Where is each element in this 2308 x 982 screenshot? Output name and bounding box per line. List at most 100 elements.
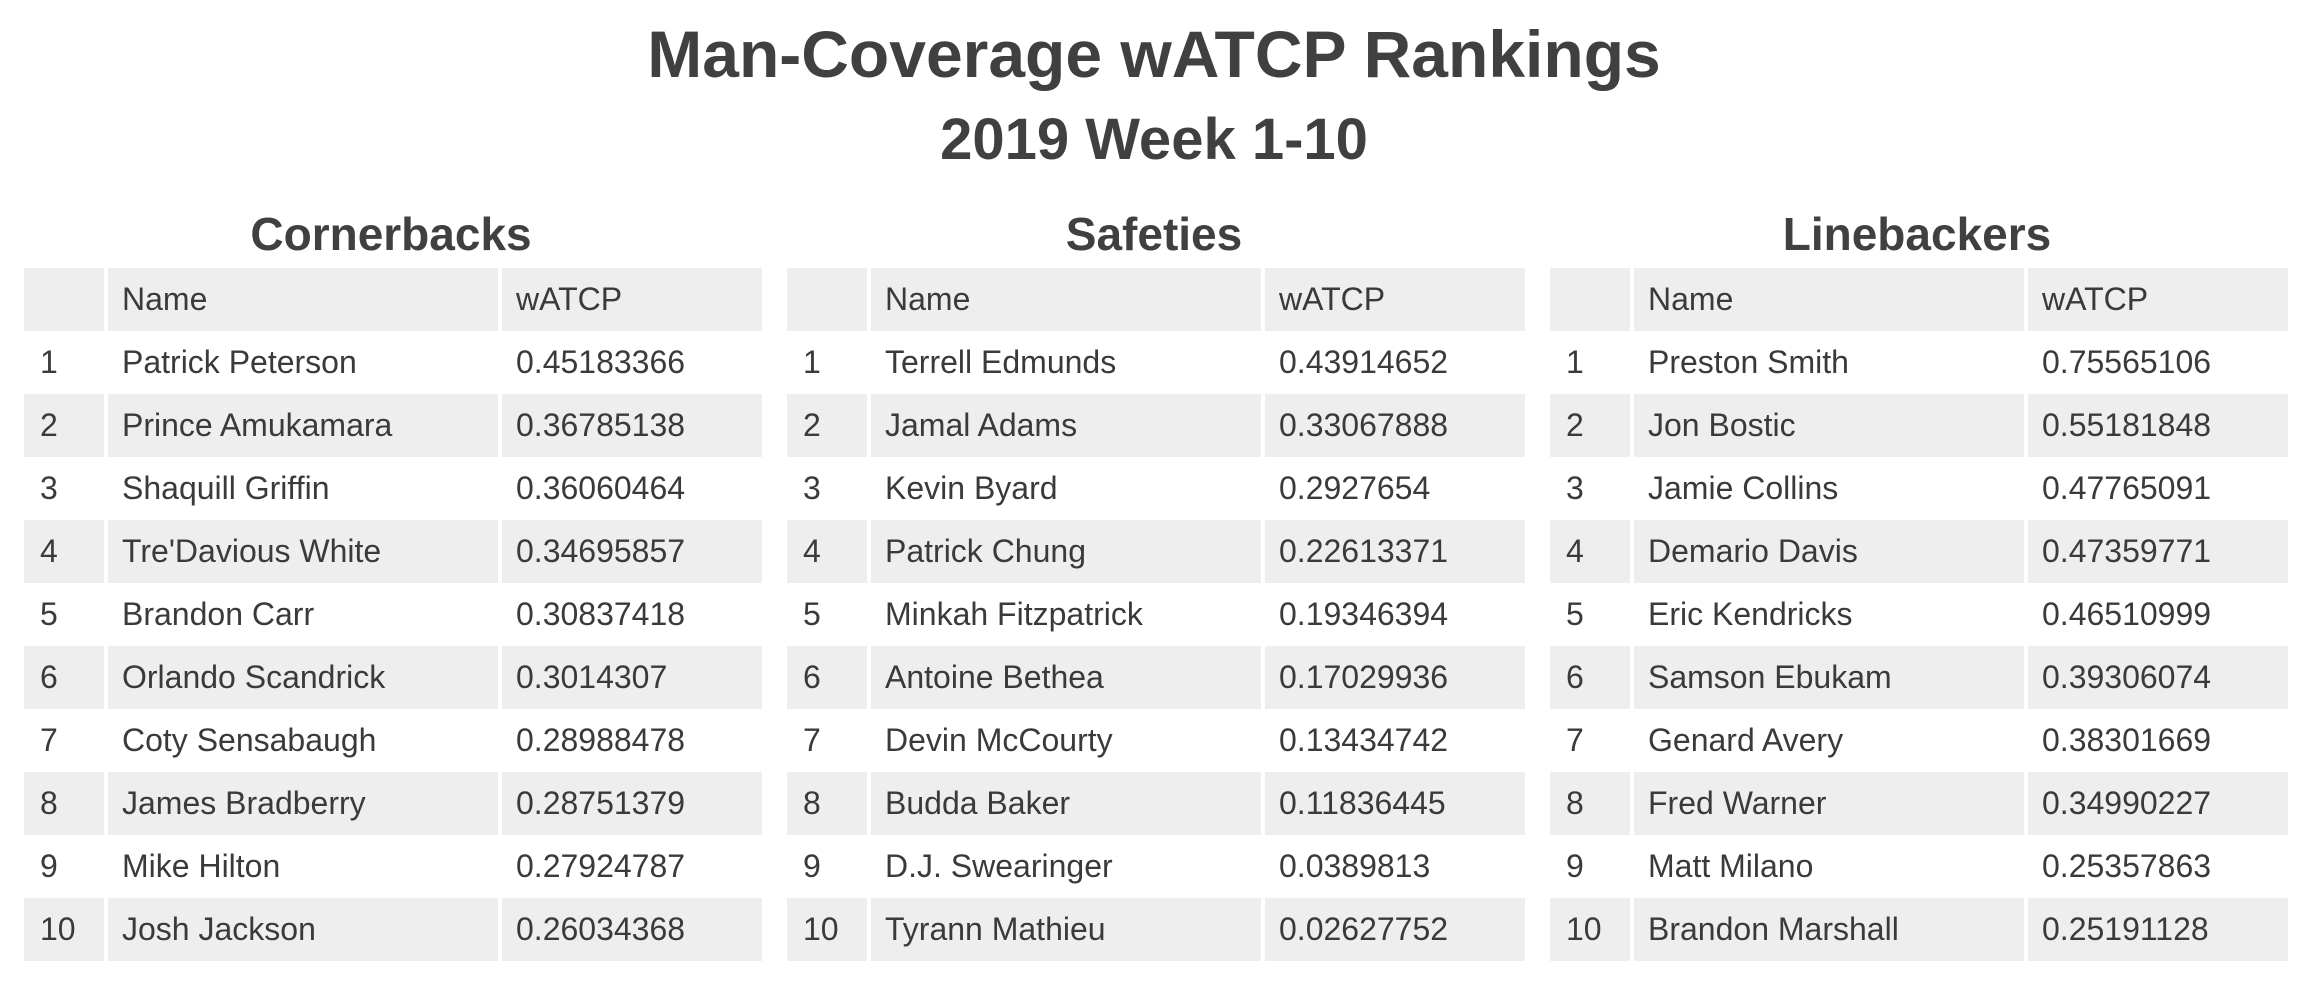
player-name-cell: Patrick Chung [871,520,1261,583]
table-row: 8 James Bradberry 0.28751379 [24,772,762,835]
rankings-table: Name wATCP 1 Patrick Peterson 0.45183366 2 P… [20,268,766,961]
rank-cell: 10 [24,898,104,961]
player-name-cell: Matt Milano [1634,835,2024,898]
rank-cell: 5 [787,583,867,646]
name-column-header: Name [871,268,1261,331]
player-name-cell: James Bradberry [108,772,498,835]
table-row: 3 Shaquill Griffin 0.36060464 [24,457,762,520]
page-subtitle: 2019 Week 1-10 [940,107,1368,172]
name-column-header: Name [1634,268,2024,331]
player-name-cell: Minkah Fitzpatrick [871,583,1261,646]
rank-cell: 5 [24,583,104,646]
player-name-cell: Jamal Adams [871,394,1261,457]
table-row: 7 Genard Avery 0.38301669 [1550,709,2288,772]
watcp-value-cell: 0.26034368 [502,898,762,961]
rankings-table: Name wATCP 1 Preston Smith 0.75565106 2 Jon … [1546,268,2292,961]
table-row: 5 Minkah Fitzpatrick 0.19346394 [787,583,1525,646]
rankings-table: Name wATCP 1 Terrell Edmunds 0.43914652 2 Ja… [783,268,1529,961]
table-row: 5 Brandon Carr 0.30837418 [24,583,762,646]
rank-cell: 6 [1550,646,1630,709]
table-row: 7 Coty Sensabaugh 0.28988478 [24,709,762,772]
player-name-cell: Patrick Peterson [108,331,498,394]
watcp-value-cell: 0.13434742 [1265,709,1525,772]
watcp-value-cell: 0.2927654 [1265,457,1525,520]
rank-cell: 8 [1550,772,1630,835]
rank-cell: 6 [787,646,867,709]
watcp-value-cell: 0.30837418 [502,583,762,646]
table-row: 7 Devin McCourty 0.13434742 [787,709,1525,772]
header-row: Name wATCP [1550,268,2288,331]
player-name-cell: Kevin Byard [871,457,1261,520]
rank-cell: 7 [24,709,104,772]
rank-cell: 1 [787,331,867,394]
watcp-column-header: wATCP [502,268,762,331]
table-row: 1 Preston Smith 0.75565106 [1550,331,2288,394]
watcp-value-cell: 0.43914652 [1265,331,1525,394]
rank-cell: 9 [24,835,104,898]
rank-cell: 2 [24,394,104,457]
table-row: 2 Jon Bostic 0.55181848 [1550,394,2288,457]
watcp-column-header: wATCP [2028,268,2288,331]
rank-column-header [1550,268,1630,331]
player-name-cell: Samson Ebukam [1634,646,2024,709]
rank-cell: 2 [1550,394,1630,457]
panel-heading: Cornerbacks [250,208,532,260]
rank-cell: 3 [787,457,867,520]
page-title: Man-Coverage wATCP Rankings [647,17,1661,91]
watcp-value-cell: 0.22613371 [1265,520,1525,583]
rank-cell: 1 [24,331,104,394]
watcp-value-cell: 0.27924787 [502,835,762,898]
table-row: 9 Matt Milano 0.25357863 [1550,835,2288,898]
watcp-value-cell: 0.39306074 [2028,646,2288,709]
panel-heading: Linebackers [1782,208,2052,260]
player-name-cell: Fred Warner [1634,772,2024,835]
table-row: 6 Antoine Bethea 0.17029936 [787,646,1525,709]
watcp-value-cell: 0.55181848 [2028,394,2288,457]
rank-cell: 4 [1550,520,1630,583]
table-row: 2 Prince Amukamara 0.36785138 [24,394,762,457]
panel-safeties: Safeties Name wATCP 1 Terrell Edmunds 0.43… [787,202,1525,961]
player-name-cell: Tyrann Mathieu [871,898,1261,961]
watcp-value-cell: 0.33067888 [1265,394,1525,457]
panel-linebackers: Linebackers Name wATCP 1 Preston Smith 0.7… [1550,202,2288,961]
rank-column-header [787,268,867,331]
header-row: Name wATCP [787,268,1525,331]
player-name-cell: Preston Smith [1634,331,2024,394]
player-name-cell: Genard Avery [1634,709,2024,772]
watcp-value-cell: 0.28988478 [502,709,762,772]
table-row: 10 Josh Jackson 0.26034368 [24,898,762,961]
table-row: 2 Jamal Adams 0.33067888 [787,394,1525,457]
watcp-value-cell: 0.17029936 [1265,646,1525,709]
watcp-value-cell: 0.34695857 [502,520,762,583]
player-name-cell: Orlando Scandrick [108,646,498,709]
watcp-value-cell: 0.11836445 [1265,772,1525,835]
watcp-value-cell: 0.28751379 [502,772,762,835]
rank-cell: 10 [1550,898,1630,961]
panel-cornerbacks: Cornerbacks Name wATCP 1 Patrick Peterson… [24,202,762,961]
watcp-value-cell: 0.45183366 [502,331,762,394]
player-name-cell: Josh Jackson [108,898,498,961]
table-row: 6 Orlando Scandrick 0.3014307 [24,646,762,709]
player-name-cell: Prince Amukamara [108,394,498,457]
table-row: 9 Mike Hilton 0.27924787 [24,835,762,898]
player-name-cell: Devin McCourty [871,709,1261,772]
table-row: 4 Tre'Davious White 0.34695857 [24,520,762,583]
rank-cell: 3 [1550,457,1630,520]
table-row: 8 Fred Warner 0.34990227 [1550,772,2288,835]
rank-cell: 3 [24,457,104,520]
name-column-header: Name [108,268,498,331]
watcp-value-cell: 0.36785138 [502,394,762,457]
rank-cell: 8 [24,772,104,835]
rank-cell: 8 [787,772,867,835]
rank-column-header [24,268,104,331]
player-name-cell: Shaquill Griffin [108,457,498,520]
watcp-value-cell: 0.36060464 [502,457,762,520]
player-name-cell: Antoine Bethea [871,646,1261,709]
player-name-cell: Demario Davis [1634,520,2024,583]
table-row: 3 Jamie Collins 0.47765091 [1550,457,2288,520]
watcp-value-cell: 0.38301669 [2028,709,2288,772]
table-row: 10 Brandon Marshall 0.25191128 [1550,898,2288,961]
player-name-cell: D.J. Swearinger [871,835,1261,898]
table-row: 10 Tyrann Mathieu 0.02627752 [787,898,1525,961]
table-row: 9 D.J. Swearinger 0.0389813 [787,835,1525,898]
